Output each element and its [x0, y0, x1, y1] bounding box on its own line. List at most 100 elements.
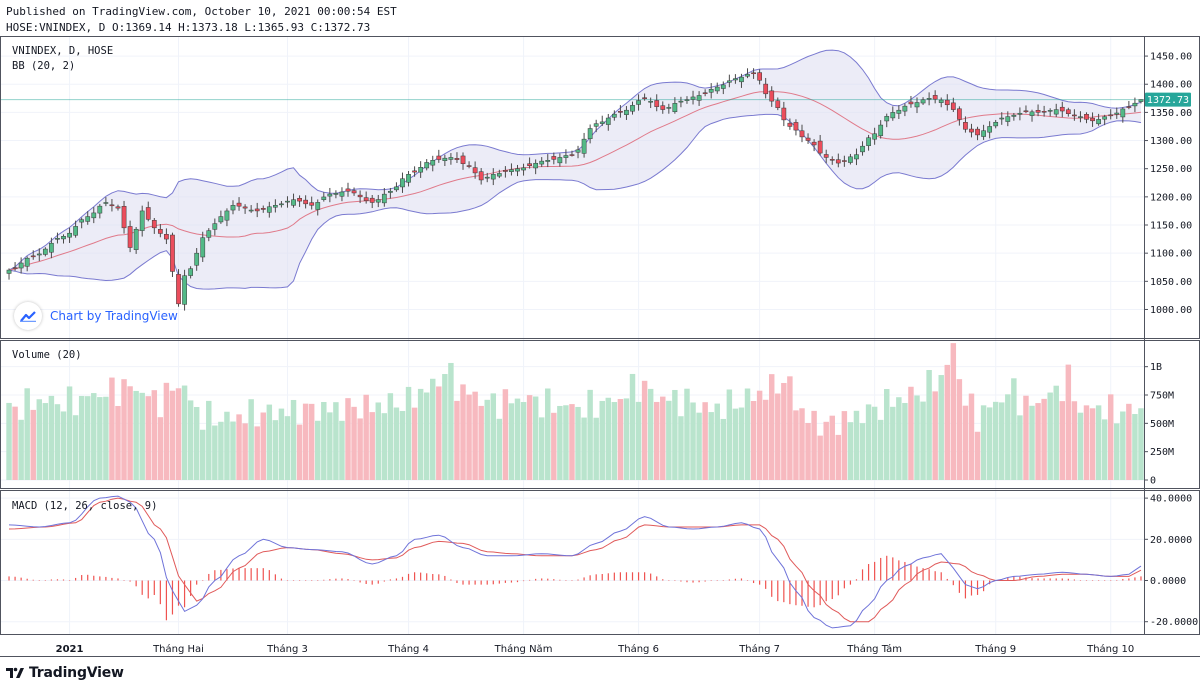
candle	[242, 204, 248, 214]
candle-body	[61, 236, 66, 240]
macd-histogram-bar	[68, 580, 71, 581]
pane-border	[0, 490, 1200, 635]
y-tick-label: -20.0000	[1150, 617, 1198, 628]
candle	[999, 112, 1005, 125]
macd-histogram-bar	[250, 568, 252, 581]
volume-bar	[775, 393, 781, 480]
macd-histogram-bar	[668, 580, 670, 582]
volume-bar	[551, 412, 557, 480]
candle-body	[345, 188, 351, 192]
x-tick-label: Tháng 4	[387, 643, 429, 655]
candle-body	[944, 99, 950, 106]
candle	[1035, 104, 1041, 117]
candle-body	[599, 121, 605, 124]
macd-histogram-bar	[801, 580, 803, 606]
candle	[557, 153, 563, 167]
candle-body	[575, 149, 581, 153]
volume-bar	[254, 426, 260, 480]
candle	[460, 152, 466, 170]
candle-body	[823, 154, 829, 158]
macd-histogram-bar	[1116, 579, 1118, 581]
macd-histogram-bar	[486, 580, 488, 585]
tradingview-chart[interactable]: 1000.00 1050.00 1100.00 1150.00 1200.00 1250.…	[0, 36, 1200, 662]
footer-brand[interactable]: TradingView	[6, 664, 124, 682]
macd-histogram-bar	[202, 580, 204, 582]
macd-histogram-bar	[1007, 577, 1009, 581]
candle	[339, 187, 345, 202]
candle-body	[1017, 112, 1023, 115]
macd-histogram-bar	[232, 568, 234, 581]
candle-body	[424, 162, 430, 169]
macd-histogram-bar	[982, 580, 985, 592]
macd-histogram-bar	[843, 580, 845, 589]
macd-histogram-bar	[637, 572, 640, 581]
candle	[484, 172, 490, 183]
macd-histogram-bar	[280, 578, 283, 581]
macd-histogram-bar	[389, 579, 391, 581]
candle-body	[817, 140, 823, 154]
candle-body	[218, 216, 224, 223]
x-tick-label: Tháng Năm	[494, 643, 553, 655]
price-legend-bb: BB (20, 2)	[12, 60, 75, 72]
candle-body	[660, 105, 666, 110]
volume-bar	[460, 384, 466, 480]
volume-bar	[472, 391, 478, 480]
x-tick-label: Tháng 3	[266, 643, 308, 655]
candle	[1029, 109, 1035, 122]
candle-body	[103, 202, 109, 204]
candle	[442, 154, 448, 167]
macd-histogram-bar	[522, 580, 525, 582]
candle	[375, 194, 381, 208]
macd-histogram-bar	[44, 580, 46, 581]
macd-histogram-bar	[1098, 580, 1100, 582]
candle	[775, 97, 781, 111]
volume-bar	[1107, 394, 1114, 480]
volume-bar	[811, 410, 817, 480]
candle-body	[551, 156, 557, 160]
candle	[618, 105, 623, 118]
candle	[400, 172, 405, 193]
y-tick-label: 500M	[1150, 419, 1174, 430]
time-axis[interactable]: 2021 Tháng Hai Tháng 3 Tháng 4 Tháng Năm Thán…	[56, 643, 1135, 655]
volume-bar	[950, 343, 957, 480]
macd-histogram-bar	[62, 579, 65, 581]
candle	[139, 205, 145, 237]
candle-body	[6, 269, 12, 274]
macd-histogram-bar	[529, 579, 531, 581]
x-tick-label: Tháng 9	[974, 643, 1016, 655]
candle	[684, 96, 690, 104]
volume-bar	[127, 386, 133, 480]
candle	[109, 199, 115, 212]
candle	[333, 190, 339, 199]
macd-histogram-bar	[535, 578, 537, 581]
candle	[878, 120, 884, 139]
price-axes: 1000.00 1050.00 1100.00 1150.00 1200.00 1250.…	[1144, 52, 1198, 628]
candle	[30, 250, 36, 260]
candle-body	[164, 234, 169, 240]
x-tick-label: Tháng 6	[617, 643, 659, 655]
macd-histogram-bar	[171, 580, 174, 615]
candle	[975, 126, 980, 141]
x-tick-label: Tháng 10	[1086, 643, 1134, 655]
bb-upper-band	[8, 49, 1142, 271]
tradingview-watermark[interactable]: Chart by TradingView	[14, 302, 178, 330]
candle-body	[448, 157, 454, 160]
macd-histogram-bar	[765, 580, 767, 589]
macd-histogram-bar	[413, 572, 416, 581]
macd-histogram-bar	[1061, 578, 1063, 581]
volume-bar	[357, 418, 363, 480]
volume-bar	[399, 410, 406, 480]
y-tick-label: 40.0000	[1150, 494, 1192, 505]
candle	[1114, 107, 1120, 119]
candle-body	[975, 128, 980, 136]
candle-body	[260, 208, 266, 210]
volume-bar	[986, 407, 993, 480]
macd-histogram-bar	[964, 580, 967, 599]
candle-body	[963, 122, 968, 130]
volume-bar	[732, 408, 739, 480]
candle	[151, 218, 157, 234]
macd-histogram-bar	[740, 578, 743, 581]
volume-bar	[1053, 385, 1059, 480]
candle-body	[648, 100, 654, 103]
candle-body	[999, 117, 1005, 120]
